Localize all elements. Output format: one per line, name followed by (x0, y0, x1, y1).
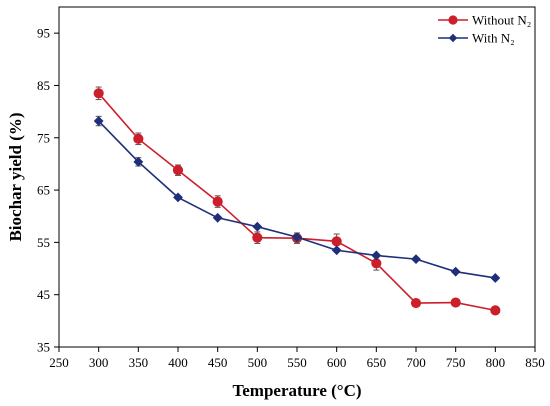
y-axis-title: Biochar yield (%) (6, 112, 25, 241)
x-tick-label: 650 (367, 355, 387, 370)
x-tick-label: 300 (89, 355, 109, 370)
x-tick-label: 500 (248, 355, 268, 370)
x-tick-label: 450 (208, 355, 228, 370)
legend-label: With N₂ (472, 31, 515, 46)
y-tick-label: 65 (37, 183, 50, 198)
x-tick-label: 850 (525, 355, 545, 370)
series-line (98, 120, 496, 279)
plot-area-border (58, 6, 536, 348)
y-axis-ticks: 35 45 55 65 75 85 95 (37, 26, 59, 355)
data-point (133, 156, 144, 167)
data-point (292, 232, 302, 243)
x-axis-title: Temperature (°C) (232, 381, 361, 400)
data-point (212, 196, 223, 207)
x-tick-label: 600 (327, 355, 347, 370)
legend-marker (448, 15, 458, 25)
data-point (93, 88, 104, 99)
data-point (450, 297, 461, 308)
y-tick-label: 75 (37, 130, 50, 145)
plot-frame (58, 6, 536, 348)
data-point (252, 221, 263, 232)
series-line (98, 92, 496, 312)
data-point (133, 133, 144, 144)
x-tick-label: 400 (168, 355, 188, 370)
data-point (93, 116, 104, 126)
data-point (252, 232, 263, 243)
data-point (411, 254, 421, 265)
legend-label: Without N₂ (472, 13, 531, 28)
x-tick-label: 550 (287, 355, 307, 370)
series-layer (93, 86, 501, 316)
data-point (490, 305, 501, 316)
data-point (172, 165, 184, 176)
y-tick-label: 45 (37, 287, 50, 302)
y-tick-label: 55 (37, 235, 50, 250)
data-point (490, 273, 501, 283)
legend: Without N₂ With N₂ (438, 13, 531, 46)
x-tick-label: 250 (49, 355, 69, 370)
data-point (450, 266, 461, 277)
y-tick-label: 85 (37, 78, 50, 93)
series-with-n2 (93, 115, 501, 283)
x-tick-label: 800 (486, 355, 506, 370)
data-point (173, 192, 183, 203)
legend-item-without-n2: Without N₂ (438, 13, 531, 28)
x-tick-label: 700 (406, 355, 426, 370)
data-point (371, 250, 382, 261)
y-tick-label: 35 (37, 340, 50, 355)
data-point (331, 245, 342, 256)
x-tick-label: 750 (446, 355, 466, 370)
data-point (331, 236, 342, 247)
data-point (410, 297, 422, 309)
x-axis-ticks: 250 300 350 400 450 500 550 600 650 700 750 800 850 (49, 347, 545, 370)
data-point (212, 212, 223, 223)
legend-item-with-n2: With N₂ (438, 31, 515, 46)
y-tick-label: 95 (37, 26, 50, 41)
legend-marker (448, 33, 458, 43)
series-without-n2 (93, 86, 501, 316)
x-tick-label: 350 (129, 355, 149, 370)
